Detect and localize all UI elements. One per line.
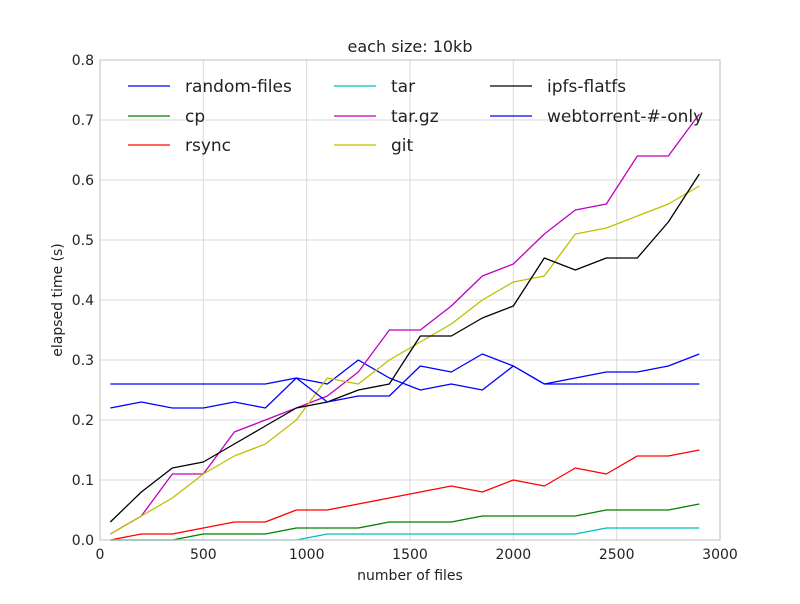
series-line-random-files [110,353,700,409]
y-tick-label: 0.3 [72,353,94,369]
series-line-cp [110,503,700,541]
y-tick-label: 0.5 [72,233,94,249]
series-line-tar-gz [110,113,700,535]
legend-label-webtorrent-only: webtorrent-#-only [547,107,703,127]
x-tick-label: 2500 [599,547,635,563]
y-tick-label: 0.8 [72,53,94,69]
y-tick-label: 0.4 [72,293,94,309]
x-tick-label: 0 [96,547,105,563]
plot-frame [99,59,721,541]
legend-label-tar-gz: tar.gz [391,107,439,127]
x-axis-label: number of files [357,568,463,584]
series-line-rsync [110,449,700,541]
x-tick-label: 1000 [289,547,325,563]
legend-label-cp: cp [185,107,205,127]
series-line-webtorrent-only [110,353,700,403]
legend-label-ipfs-flatfs: ipfs-flatfs [547,77,626,97]
legend-label-tar: tar [391,77,415,97]
legend-label-git: git [391,136,414,156]
y-tick-label: 0.6 [72,173,94,189]
y-tick-label: 0.2 [72,413,94,429]
chart-title: each size: 10kb [348,37,473,56]
x-tick-label: 3000 [702,547,738,563]
series-line-ipfs-flatfs [109,173,700,523]
x-tick-label: 2000 [496,547,532,563]
y-tick-label: 0.0 [72,533,94,549]
series-lines [109,113,700,541]
x-tick-label: 1500 [392,547,428,563]
legend-label-rsync: rsync [185,136,231,156]
legend: random-files cp rsync tar tar.gz git ipfs-flat… [128,77,703,156]
y-tick-label: 0.7 [72,113,94,129]
y-axis-label: elapsed time (s) [50,243,66,357]
legend-label-random-files: random-files [185,77,292,97]
x-tick-label: 500 [190,547,217,563]
y-tick-label: 0.1 [72,473,94,489]
tick-labels: 0 500 1000 1500 2000 2500 3000 0.0 0.1 0.2 0.3 0.4 0… [72,53,738,563]
series-line-git [110,185,700,535]
